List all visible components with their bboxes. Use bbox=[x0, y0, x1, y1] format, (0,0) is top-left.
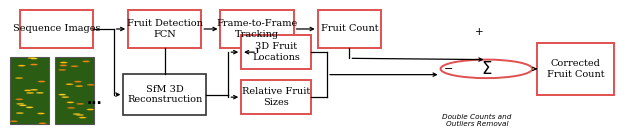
Circle shape bbox=[70, 66, 78, 67]
FancyBboxPatch shape bbox=[128, 10, 202, 48]
Circle shape bbox=[15, 99, 23, 100]
Text: Sequence Images: Sequence Images bbox=[13, 24, 100, 34]
Circle shape bbox=[24, 90, 31, 91]
Circle shape bbox=[76, 85, 83, 87]
FancyBboxPatch shape bbox=[124, 74, 206, 115]
Circle shape bbox=[87, 84, 95, 86]
Circle shape bbox=[16, 112, 24, 114]
Circle shape bbox=[83, 61, 90, 62]
Text: Corrected
Fruit Count: Corrected Fruit Count bbox=[547, 59, 604, 79]
Circle shape bbox=[74, 81, 82, 82]
Circle shape bbox=[66, 83, 74, 85]
FancyBboxPatch shape bbox=[54, 57, 94, 124]
Circle shape bbox=[36, 92, 44, 94]
Text: Relative Fruit
Sizes: Relative Fruit Sizes bbox=[242, 87, 310, 107]
FancyBboxPatch shape bbox=[20, 10, 93, 48]
Circle shape bbox=[61, 96, 69, 98]
Circle shape bbox=[30, 64, 38, 65]
Circle shape bbox=[28, 57, 35, 59]
FancyBboxPatch shape bbox=[10, 57, 49, 124]
Circle shape bbox=[76, 103, 84, 105]
Circle shape bbox=[440, 60, 532, 78]
FancyBboxPatch shape bbox=[220, 10, 294, 48]
Circle shape bbox=[19, 105, 27, 106]
Text: Frame-to-Frame
Tracking: Frame-to-Frame Tracking bbox=[216, 19, 298, 39]
Circle shape bbox=[18, 65, 26, 66]
Circle shape bbox=[79, 117, 86, 118]
Circle shape bbox=[26, 107, 33, 108]
Text: 3D Fruit
Locations: 3D Fruit Locations bbox=[252, 42, 300, 62]
Text: +: + bbox=[474, 27, 483, 37]
FancyBboxPatch shape bbox=[538, 43, 614, 95]
FancyBboxPatch shape bbox=[317, 10, 381, 48]
Circle shape bbox=[10, 121, 18, 122]
Circle shape bbox=[17, 103, 24, 105]
Circle shape bbox=[58, 69, 66, 71]
Circle shape bbox=[60, 65, 67, 66]
Text: Double Counts and
Outliers Removal: Double Counts and Outliers Removal bbox=[442, 114, 511, 127]
Circle shape bbox=[38, 81, 45, 82]
Text: Fruit Count: Fruit Count bbox=[321, 24, 378, 34]
Circle shape bbox=[30, 58, 38, 59]
Circle shape bbox=[67, 107, 75, 109]
FancyBboxPatch shape bbox=[241, 35, 311, 69]
Circle shape bbox=[26, 92, 34, 94]
Circle shape bbox=[15, 77, 23, 79]
Circle shape bbox=[86, 109, 94, 110]
Text: SfM 3D
Reconstruction: SfM 3D Reconstruction bbox=[127, 85, 202, 104]
Text: Fruit Detection
FCN: Fruit Detection FCN bbox=[127, 19, 203, 39]
Circle shape bbox=[73, 113, 81, 115]
Circle shape bbox=[37, 113, 45, 114]
FancyBboxPatch shape bbox=[241, 80, 311, 114]
Text: $\Sigma$: $\Sigma$ bbox=[481, 60, 492, 78]
Circle shape bbox=[30, 89, 38, 91]
Circle shape bbox=[60, 62, 67, 63]
Circle shape bbox=[67, 102, 74, 103]
Text: −: − bbox=[444, 64, 453, 74]
Text: ...: ... bbox=[87, 93, 102, 107]
Circle shape bbox=[58, 94, 66, 95]
Circle shape bbox=[38, 123, 46, 124]
Circle shape bbox=[76, 114, 84, 116]
